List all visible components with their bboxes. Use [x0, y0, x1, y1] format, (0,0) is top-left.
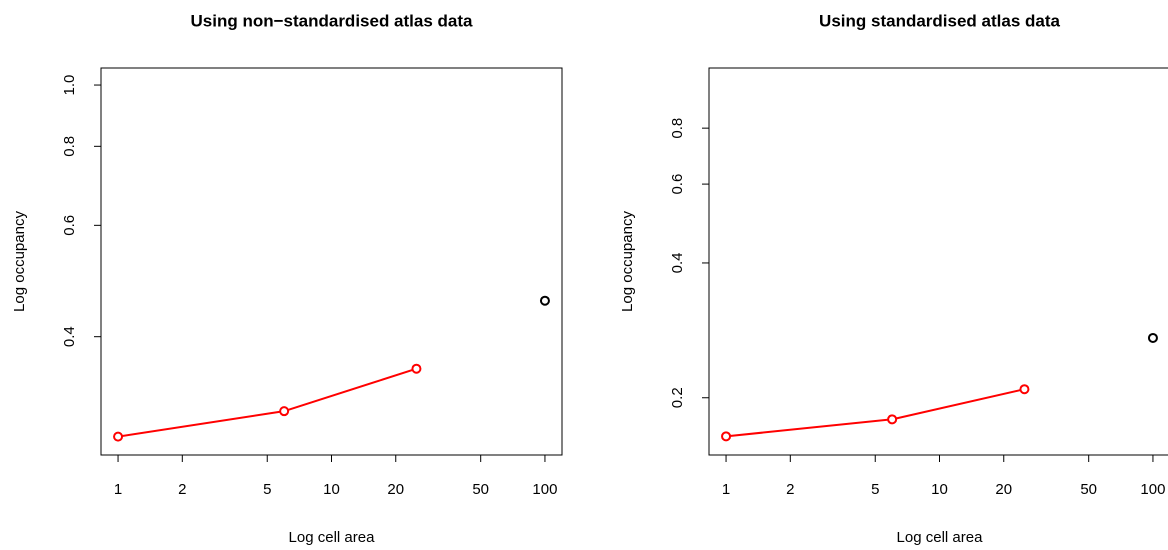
data-point [1019, 384, 1030, 395]
x-axis-label: Log cell area [897, 529, 984, 546]
x-tick-label: 1 [722, 481, 730, 498]
x-axis-label: Log cell area [289, 529, 376, 546]
x-tick-label: 10 [323, 481, 340, 498]
data-point [539, 295, 550, 306]
x-tick-label: 20 [995, 481, 1012, 498]
y-tick-label: 0.4 [61, 326, 78, 347]
x-tick-label: 2 [786, 481, 794, 498]
data-point [1147, 332, 1158, 343]
y-axis-label: Log occupancy [619, 211, 636, 312]
chart-title: Using non−standardised atlas data [191, 11, 474, 30]
panel: Using non−standardised atlas data 1 2 5 10 20… [11, 11, 563, 546]
chart-title: Using standardised atlas data [819, 11, 1060, 30]
data-point [279, 406, 290, 417]
plot-frame [708, 67, 1168, 456]
data-point [721, 431, 732, 442]
data-point [411, 363, 422, 374]
x-tick-label: 10 [931, 481, 948, 498]
y-tick-label: 0.8 [669, 118, 686, 139]
y-tick-label: 0.8 [61, 136, 78, 157]
y-axis-label: Log occupancy [11, 211, 28, 312]
y-tick-label: 0.4 [669, 253, 686, 274]
y-tick-label: 0.2 [669, 387, 686, 408]
y-tick-label: 1.0 [61, 75, 78, 96]
data-line [117, 367, 417, 438]
panel: Using standardised atlas data 1 2 5 10 20 50 10… [619, 11, 1168, 546]
data-point [887, 414, 898, 425]
x-tick-label: 2 [178, 481, 186, 498]
y-tick-label: 0.6 [61, 215, 78, 236]
x-tick-label: 50 [472, 481, 489, 498]
x-tick-label: 20 [387, 481, 404, 498]
x-tick-label: 100 [532, 481, 557, 498]
x-tick-label: 5 [263, 481, 271, 498]
y-tick-label: 0.6 [669, 174, 686, 195]
x-tick-label: 1 [114, 481, 122, 498]
x-tick-label: 100 [1140, 481, 1165, 498]
data-point [113, 431, 124, 442]
x-tick-label: 50 [1080, 481, 1097, 498]
x-tick-label: 5 [871, 481, 879, 498]
data-line [725, 388, 1025, 438]
